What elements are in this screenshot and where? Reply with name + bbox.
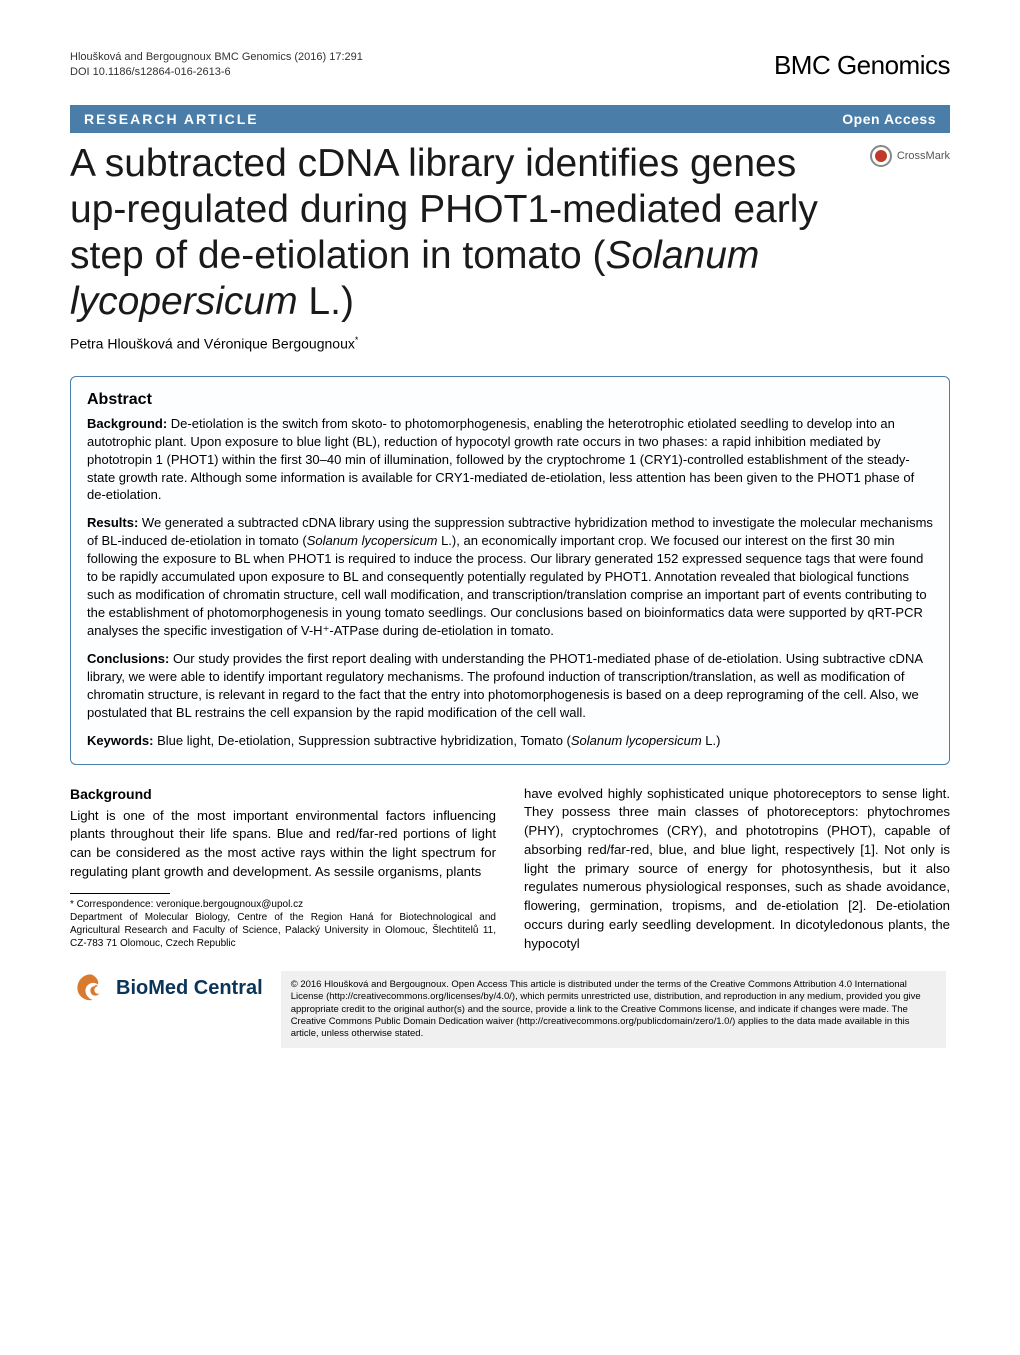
correspondence-line: * Correspondence: veronique.bergougnoux@… xyxy=(70,898,496,911)
article-type-label: RESEARCH ARTICLE xyxy=(84,111,259,127)
bmc-text: BioMed Central xyxy=(116,977,263,1000)
citation-line-2: DOI 10.1186/s12864-016-2613-6 xyxy=(70,65,363,80)
abstract-keywords: Keywords: Blue light, De-etiolation, Sup… xyxy=(87,732,933,750)
title-block: A subtracted cDNA library identifies gen… xyxy=(70,141,950,325)
abstract-heading: Abstract xyxy=(87,391,933,409)
article-type-bar: RESEARCH ARTICLE Open Access xyxy=(70,105,950,133)
background-text-right: have evolved highly sophisticated unique… xyxy=(524,785,950,954)
abs-results-lead: Results: xyxy=(87,515,138,530)
abs-keywords-pre: Blue light, De-etiolation, Suppression s… xyxy=(153,733,570,748)
body-columns: Background Light is one of the most impo… xyxy=(70,785,950,954)
abs-background-text: De-etiolation is the switch from skoto- … xyxy=(87,416,914,503)
abs-keywords-post: L.) xyxy=(702,733,721,748)
citation-line-1: Hloušková and Bergougnoux BMC Genomics (… xyxy=(70,50,363,65)
affiliation-line: Department of Molecular Biology, Centre … xyxy=(70,911,496,950)
crossmark-icon xyxy=(870,145,892,167)
authors-text: Petra Hloušková and Véronique Bergougnou… xyxy=(70,336,355,352)
title-post: L.) xyxy=(298,280,354,323)
abs-background-lead: Background: xyxy=(87,416,167,431)
footer-block: BioMed Central © 2016 Hloušková and Berg… xyxy=(70,971,950,1048)
abstract-conclusions: Conclusions: Our study provides the firs… xyxy=(87,650,933,722)
bmc-text-1: BioMed xyxy=(116,977,188,999)
footnote-block: * Correspondence: veronique.bergougnoux@… xyxy=(70,893,496,950)
bmc-swirl-icon xyxy=(74,971,108,1005)
crossmark-badge[interactable]: CrossMark xyxy=(870,145,950,167)
biomed-central-logo: BioMed Central xyxy=(74,971,263,1005)
abs-keywords-ital: Solanum lycopersicum xyxy=(571,733,702,748)
abstract-box: Abstract Background: De-etiolation is th… xyxy=(70,376,950,765)
bmc-text-2: Central xyxy=(188,977,262,999)
background-text-left: Light is one of the most important envir… xyxy=(70,807,496,882)
article-title: A subtracted cDNA library identifies gen… xyxy=(70,141,950,325)
crossmark-label: CrossMark xyxy=(897,150,950,162)
abs-conclusions-text: Our study provides the first report deal… xyxy=(87,651,922,720)
abs-keywords-lead: Keywords: xyxy=(87,733,153,748)
abs-results-ital: Solanum lycopersicum xyxy=(307,533,438,548)
authors-line: Petra Hloušková and Véronique Bergougnou… xyxy=(70,335,950,352)
abs-conclusions-lead: Conclusions: xyxy=(87,651,169,666)
open-access-label: Open Access xyxy=(842,111,936,127)
author-marker: * xyxy=(355,335,359,345)
abstract-background: Background: De-etiolation is the switch … xyxy=(87,415,933,505)
journal-brand: BMC Genomics xyxy=(774,50,950,81)
citation: Hloušková and Bergougnoux BMC Genomics (… xyxy=(70,50,363,80)
running-head: Hloušková and Bergougnoux BMC Genomics (… xyxy=(70,50,950,81)
abs-results-post: L.), an economically important crop. We … xyxy=(87,533,927,638)
license-text: © 2016 Hloušková and Bergougnoux. Open A… xyxy=(281,971,946,1048)
background-section-heading: Background xyxy=(70,785,496,805)
abstract-results: Results: We generated a subtracted cDNA … xyxy=(87,514,933,640)
footnote-rule xyxy=(70,893,170,894)
